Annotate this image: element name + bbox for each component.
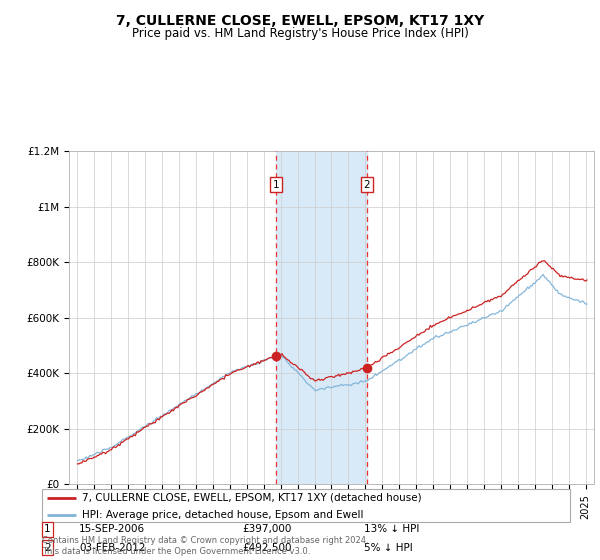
Text: 1: 1 [272,180,279,189]
Text: Price paid vs. HM Land Registry's House Price Index (HPI): Price paid vs. HM Land Registry's House … [131,27,469,40]
Text: 2: 2 [364,180,370,189]
Text: Contains HM Land Registry data © Crown copyright and database right 2024.
This d: Contains HM Land Registry data © Crown c… [42,536,368,556]
Text: £397,000: £397,000 [242,524,292,534]
Text: £492,500: £492,500 [242,543,292,553]
Bar [276,151,367,484]
Text: 1: 1 [44,524,50,534]
Text: 13% ↓ HPI: 13% ↓ HPI [364,524,419,534]
Text: 15-SEP-2006: 15-SEP-2006 [79,524,145,534]
FancyBboxPatch shape [42,489,570,522]
Text: HPI: Average price, detached house, Epsom and Ewell: HPI: Average price, detached house, Epso… [82,510,363,520]
Text: 7, CULLERNE CLOSE, EWELL, EPSOM, KT17 1XY (detached house): 7, CULLERNE CLOSE, EWELL, EPSOM, KT17 1X… [82,493,421,502]
Text: 2: 2 [44,543,50,553]
Text: 5% ↓ HPI: 5% ↓ HPI [364,543,413,553]
Text: 7, CULLERNE CLOSE, EWELL, EPSOM, KT17 1XY: 7, CULLERNE CLOSE, EWELL, EPSOM, KT17 1X… [116,14,484,28]
Text: 03-FEB-2012: 03-FEB-2012 [79,543,145,553]
